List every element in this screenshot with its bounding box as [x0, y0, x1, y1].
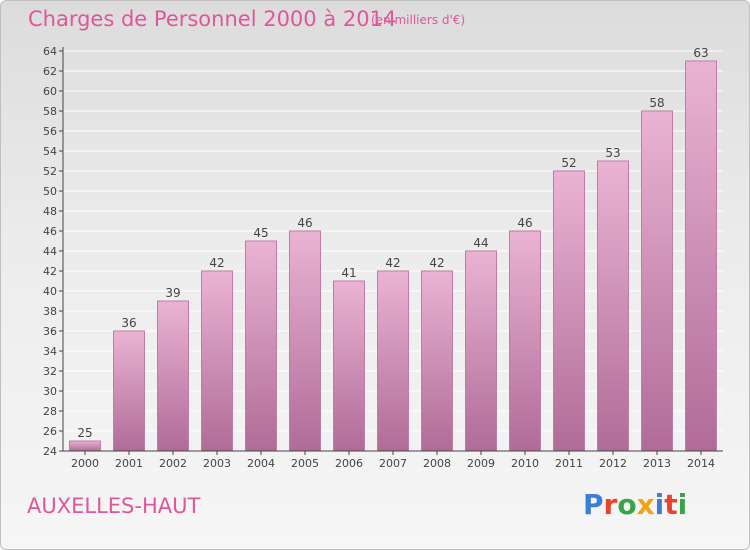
- y-tick-label: 28: [43, 405, 57, 418]
- x-tick-label: 2009: [467, 457, 495, 470]
- bar-2009: [465, 250, 497, 452]
- logo-letter: r: [603, 488, 618, 521]
- logo-letter: x: [636, 488, 655, 521]
- logo-letter: t: [664, 488, 678, 521]
- data-label: 46: [517, 216, 532, 230]
- labels: 24 26 28 30 32 34 36 38 40 42 44 46 48 50 52 54 56 58 60 62…: [43, 45, 715, 470]
- x-tick-label: 2013: [643, 457, 671, 470]
- bar-2014: [685, 60, 717, 452]
- data-label: 58: [649, 96, 664, 110]
- chart-subtitle: (en milliers d'€): [371, 13, 466, 27]
- bar-2012: [597, 160, 629, 452]
- data-label: 39: [165, 286, 180, 300]
- bar-2006: [333, 280, 365, 452]
- y-tick-label: 48: [43, 205, 57, 218]
- y-tick-label: 26: [43, 425, 57, 438]
- data-label: 52: [561, 156, 576, 170]
- x-tick-label: 2011: [555, 457, 583, 470]
- logo-letter: i: [654, 488, 665, 521]
- bar-2001: [113, 330, 145, 452]
- bar-2003: [201, 270, 233, 452]
- logo-letter: P: [583, 488, 604, 521]
- y-tick-label: 56: [43, 125, 57, 138]
- x-tick-label: 2007: [379, 457, 407, 470]
- logo-letter: o: [617, 488, 637, 521]
- y-tick-label: 24: [43, 445, 57, 458]
- x-tick-label: 2010: [511, 457, 539, 470]
- chart-title: Charges de Personnel 2000 à 2014: [28, 7, 397, 31]
- data-label: 46: [297, 216, 312, 230]
- x-tick-label: 2005: [291, 457, 319, 470]
- bars: [69, 60, 717, 452]
- y-tick-label: 54: [43, 145, 57, 158]
- data-label: 44: [473, 236, 488, 250]
- y-tick-label: 44: [43, 245, 57, 258]
- bar-2010: [509, 230, 541, 452]
- x-tick-label: 2001: [115, 457, 143, 470]
- x-tick-label: 2006: [335, 457, 363, 470]
- axes: [59, 47, 723, 455]
- data-label: 36: [121, 316, 136, 330]
- data-label: 41: [341, 266, 356, 280]
- bar-2000: [69, 440, 101, 452]
- x-tick-label: 2002: [159, 457, 187, 470]
- y-tick-label: 62: [43, 65, 57, 78]
- logo-letter: i: [677, 488, 688, 521]
- data-label: 42: [209, 256, 224, 270]
- y-tick-label: 30: [43, 385, 57, 398]
- bar-2008: [421, 270, 453, 452]
- bar-2005: [289, 230, 321, 452]
- data-label: 53: [605, 146, 620, 160]
- x-tick-label: 2003: [203, 457, 231, 470]
- x-tick-label: 2000: [71, 457, 99, 470]
- y-tick-label: 38: [43, 305, 57, 318]
- y-tick-label: 32: [43, 365, 57, 378]
- data-label: 63: [693, 46, 708, 60]
- y-tick-label: 36: [43, 325, 57, 338]
- y-tick-label: 34: [43, 345, 57, 358]
- bar-2007: [377, 270, 409, 452]
- y-tick-label: 50: [43, 185, 57, 198]
- data-label: 45: [253, 226, 268, 240]
- y-tick-label: 58: [43, 105, 57, 118]
- y-tick-label: 60: [43, 85, 57, 98]
- x-tick-label: 2014: [687, 457, 715, 470]
- y-tick-label: 52: [43, 165, 57, 178]
- y-tick-label: 40: [43, 285, 57, 298]
- bar-2004: [245, 240, 277, 452]
- bar-2013: [641, 110, 673, 452]
- data-label: 42: [429, 256, 444, 270]
- proxiti-logo[interactable]: Proxiti: [583, 488, 687, 521]
- x-tick-label: 2008: [423, 457, 451, 470]
- y-tick-label: 64: [43, 45, 57, 58]
- commune-name: AUXELLES-HAUT: [27, 494, 201, 518]
- x-tick-label: 2004: [247, 457, 275, 470]
- bar-2011: [553, 170, 585, 452]
- data-label: 42: [385, 256, 400, 270]
- x-tick-label: 2012: [599, 457, 627, 470]
- y-tick-label: 42: [43, 265, 57, 278]
- bar-2002: [157, 300, 189, 452]
- data-label: 25: [77, 426, 92, 440]
- y-tick-label: 46: [43, 225, 57, 238]
